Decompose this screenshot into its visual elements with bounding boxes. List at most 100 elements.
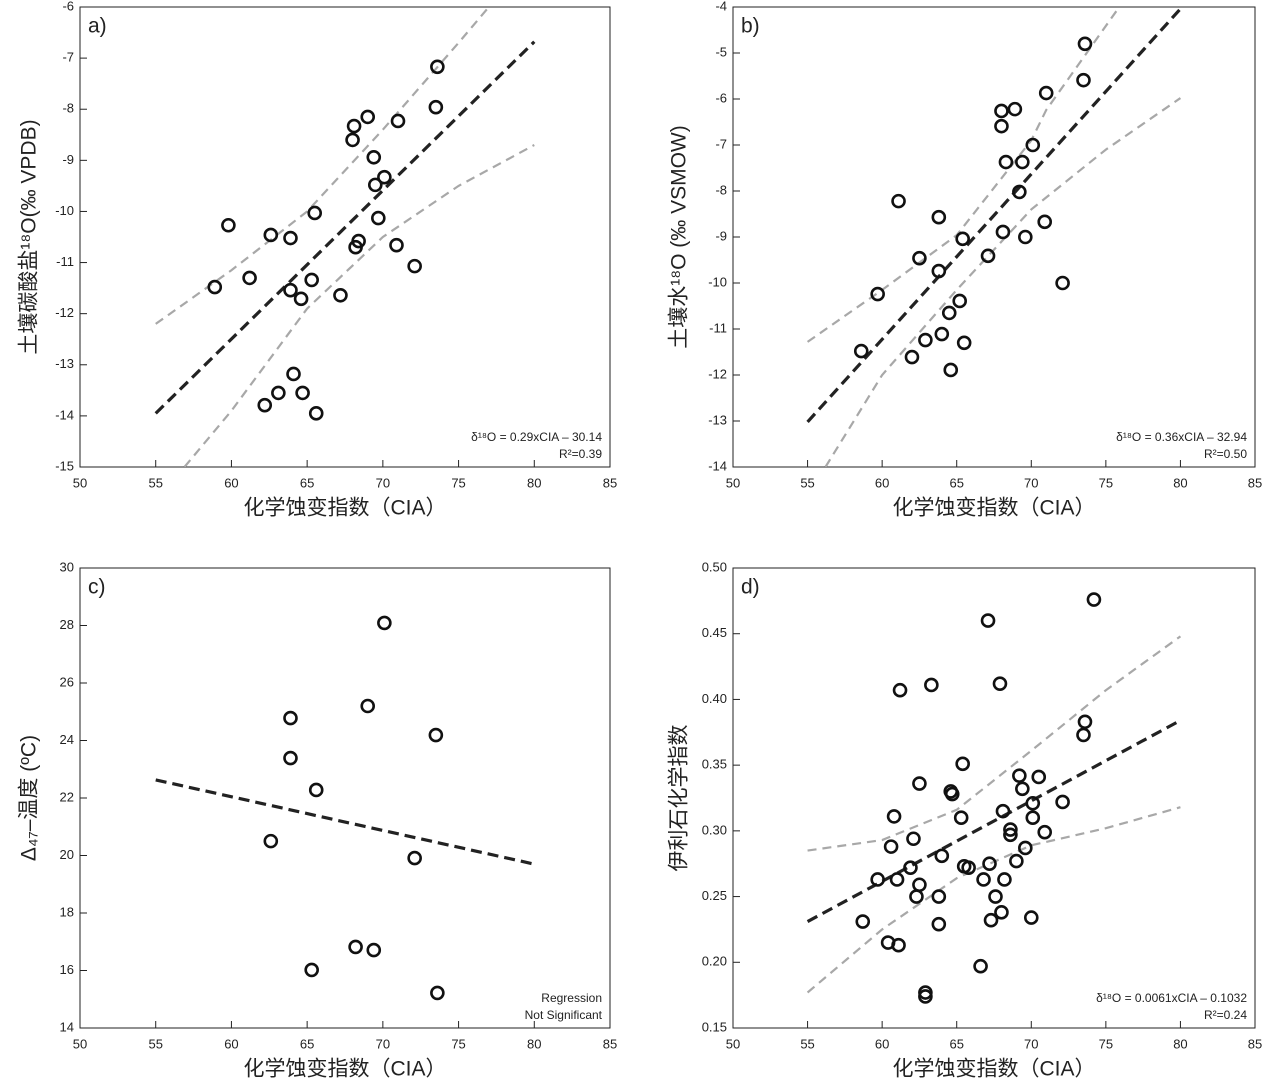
data-point (983, 912, 999, 928)
y-tick-label: -6 (62, 0, 74, 13)
data-point (390, 113, 406, 129)
panel: 50 55 60 65 70 75 80 85 30 28 26 24 22 20 18 16 14 c) 化学蚀变… (18, 559, 618, 1080)
data-point (982, 856, 997, 872)
data-point (366, 149, 382, 165)
data-point (1003, 822, 1018, 837)
annotation: Not Significant (525, 1008, 603, 1022)
data-point (1038, 85, 1054, 101)
data-point (207, 279, 223, 295)
data-point (912, 776, 927, 791)
y-tick-label: -6 (715, 90, 727, 105)
data-point (889, 872, 905, 887)
x-axis-label: 化学蚀变指数（CIA） (243, 497, 446, 520)
y-tick-label: -5 (715, 44, 727, 59)
y-tick-label: 20 (60, 847, 74, 862)
data-point (1023, 910, 1039, 925)
data-point (918, 332, 933, 348)
data-point (1025, 795, 1041, 811)
data-point (904, 349, 920, 365)
data-point (998, 154, 1014, 170)
data-point (994, 103, 1009, 119)
data-point (308, 406, 324, 421)
x-tick-label: 70 (376, 1036, 390, 1051)
data-point (931, 916, 947, 932)
y-tick-label: 14 (60, 1019, 74, 1034)
x-tick-label: 75 (451, 1036, 465, 1051)
panel-label: c) (88, 576, 106, 599)
x-tick-label: 50 (73, 1036, 87, 1051)
y-tick-label: 0.50 (702, 559, 727, 574)
y-tick-label: -12 (55, 305, 74, 320)
y-tick-label: 0.30 (702, 822, 727, 837)
data-point (360, 698, 376, 714)
confidence-band (155, 7, 490, 325)
data-point (988, 889, 1003, 904)
data-point (430, 985, 445, 1001)
panel: 50 55 60 65 70 75 80 85 0.50 0.45 0.40 0.35 0.30 0.25… (668, 559, 1263, 1080)
data-point (997, 872, 1012, 887)
y-tick-label: -12 (708, 366, 727, 381)
regression-line (155, 778, 535, 866)
y-tick-label: -7 (62, 50, 74, 65)
data-point (994, 118, 1009, 134)
x-tick-label: 85 (603, 1036, 617, 1051)
data-point (892, 682, 908, 698)
data-point (263, 833, 279, 849)
data-point (953, 810, 969, 826)
x-tick-label: 80 (527, 475, 541, 490)
x-axis-label: 化学蚀变指数（CIA） (892, 1058, 1095, 1081)
y-tick-label: -13 (55, 356, 74, 371)
x-tick-label: 70 (1024, 475, 1038, 490)
panel: 50 55 60 65 70 75 80 85 -4 -5 -6 -7 -8 -9 -10 -11 -12 -13… (668, 0, 1263, 520)
data-point (980, 248, 996, 264)
x-tick-label: 60 (224, 475, 238, 490)
y-axis-label: 伊利石化学指数 (668, 725, 691, 872)
x-tick-label: 80 (1173, 1036, 1187, 1051)
data-point (1018, 229, 1033, 245)
data-point (883, 839, 899, 854)
x-tick-label: 65 (949, 1036, 963, 1051)
data-point (918, 989, 933, 1004)
x-tick-label: 85 (1248, 1036, 1262, 1051)
data-point (891, 937, 906, 953)
data-point (293, 291, 309, 307)
y-tick-label: 18 (60, 904, 74, 919)
y-tick-label: -9 (62, 152, 74, 167)
annotation: R²=0.50 (1204, 447, 1247, 461)
annotation: Regression (541, 991, 602, 1005)
plot-frame (732, 6, 1256, 468)
data-point (430, 59, 445, 75)
data-point (994, 905, 1009, 920)
x-tick-label: 55 (800, 475, 814, 490)
data-point (271, 385, 286, 401)
data-point (371, 210, 386, 226)
data-point (307, 205, 323, 221)
x-axis-label: 化学蚀变指数（CIA） (892, 497, 1095, 520)
confidence-band (183, 144, 535, 467)
data-point (1012, 184, 1027, 200)
data-point (952, 293, 967, 309)
x-tick-label: 50 (73, 475, 87, 490)
data-point (870, 872, 885, 887)
data-point (377, 615, 392, 631)
plot-frame (79, 6, 611, 468)
y-tick-label: -13 (708, 412, 727, 427)
data-point (934, 848, 950, 864)
data-point (870, 286, 885, 302)
data-point (263, 227, 279, 243)
data-point (1012, 768, 1027, 783)
data-point (360, 109, 376, 125)
data-point (961, 860, 976, 875)
y-tick-label: -14 (55, 407, 74, 422)
x-tick-label: 60 (875, 1036, 889, 1051)
data-point (1025, 810, 1041, 826)
y-tick-label: -14 (708, 458, 727, 473)
panel-label: d) (741, 576, 760, 599)
data-point (1015, 154, 1030, 170)
data-point (934, 326, 950, 342)
annotation: R²=0.24 (1204, 1008, 1247, 1022)
data-point (955, 756, 970, 772)
data-point (346, 118, 362, 134)
data-point (377, 169, 392, 185)
